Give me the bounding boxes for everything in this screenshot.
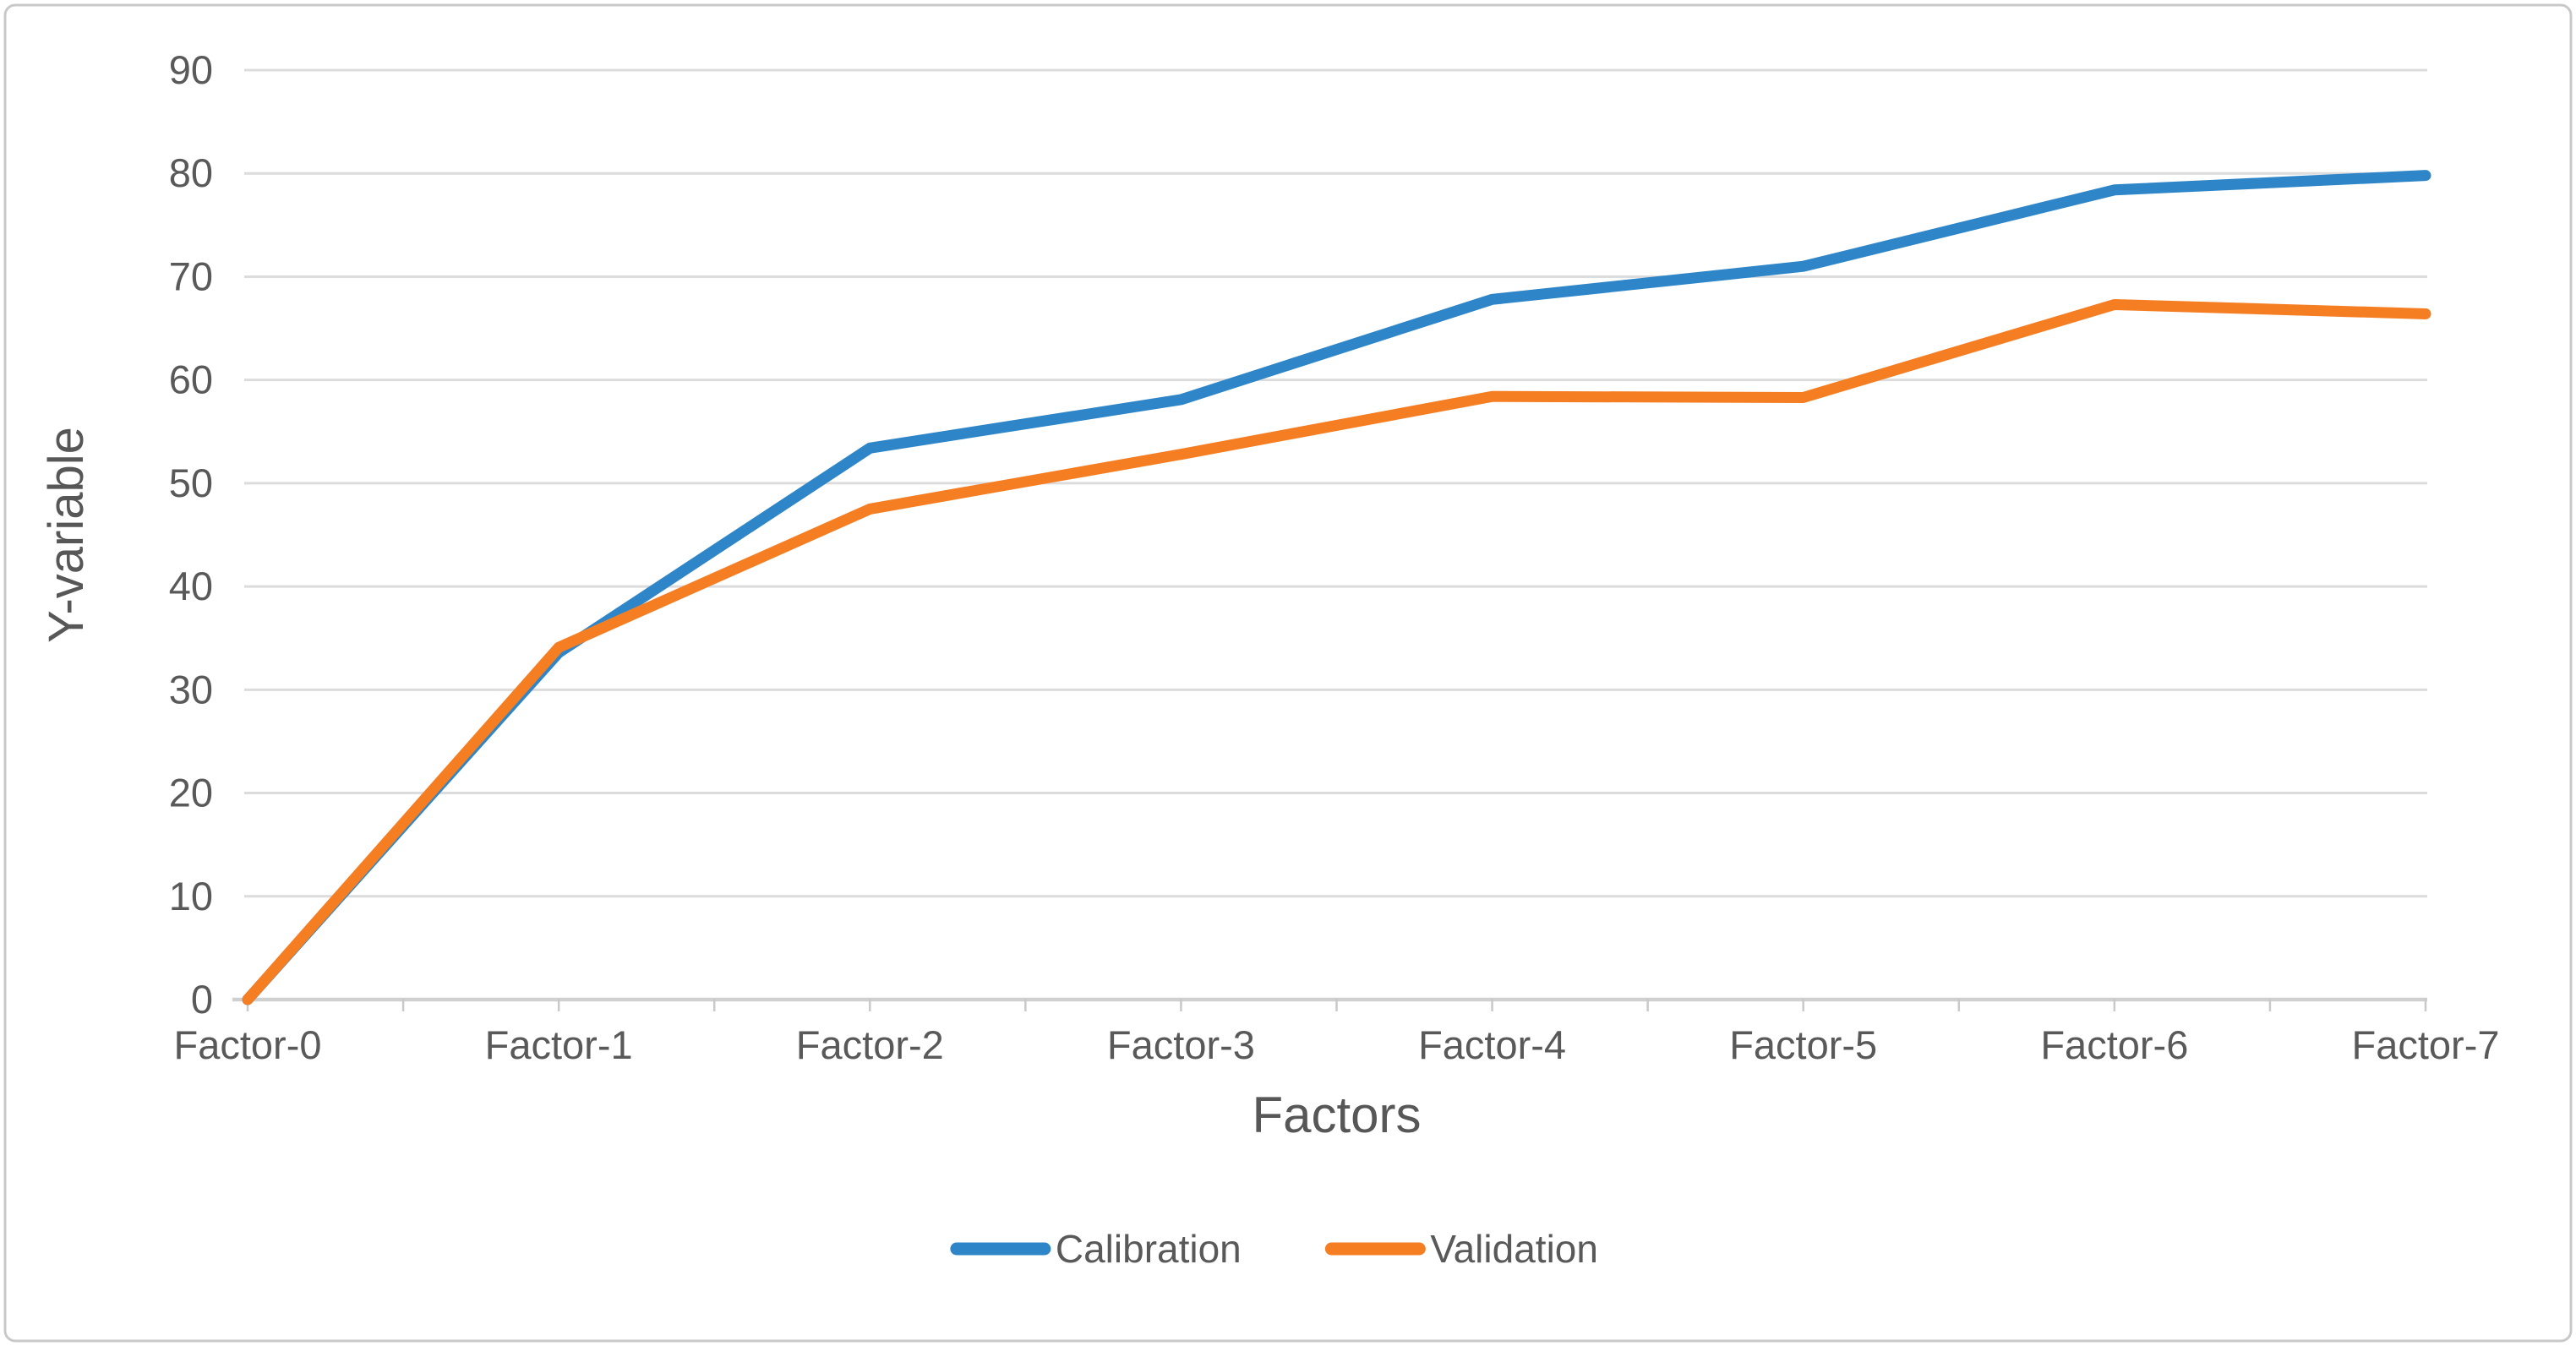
x-axis-title: Factors	[1252, 1087, 1421, 1143]
x-tick-label: Factor-6	[2040, 1022, 2188, 1067]
x-tick-label: Factor-4	[1418, 1022, 1566, 1067]
y-axis-title: Y-variable	[39, 427, 94, 643]
y-tick-label: 50	[169, 460, 213, 505]
x-tick-label: Factor-0	[174, 1022, 322, 1067]
legend-label-validation: Validation	[1430, 1227, 1598, 1271]
y-tick-label: 20	[169, 771, 213, 815]
series-line-validation	[242, 298, 2431, 1005]
x-tick-label: Factor-1	[485, 1022, 633, 1067]
legend-group: Calibration Validation	[950, 1227, 1598, 1271]
legend-label-calibration: Calibration	[1056, 1227, 1242, 1271]
x-tick-label: Factor-2	[796, 1022, 944, 1067]
x-tick-label: Factor-7	[2352, 1022, 2500, 1067]
y-tick-label: 0	[191, 977, 213, 1022]
y-tick-label: 40	[169, 564, 213, 608]
y-tick-label: 70	[169, 253, 213, 298]
x-axis-group	[232, 997, 2427, 1011]
x-tick-label: Factor-3	[1107, 1022, 1255, 1067]
y-tick-label: 80	[169, 150, 213, 195]
axis-labels-group: 0 10 20 30 40 50 60 70 80 90 Factor-0 Factor-1 Facto…	[39, 47, 2500, 1143]
x-tick-label: Factor-5	[1729, 1022, 1877, 1067]
gridlines-group	[244, 68, 2427, 898]
y-tick-label: 30	[169, 667, 213, 711]
y-tick-label: 90	[169, 47, 213, 92]
y-tick-label: 60	[169, 357, 213, 402]
series-group	[242, 170, 2431, 1005]
y-tick-label: 10	[169, 874, 213, 918]
figure-border	[3, 3, 2573, 1343]
